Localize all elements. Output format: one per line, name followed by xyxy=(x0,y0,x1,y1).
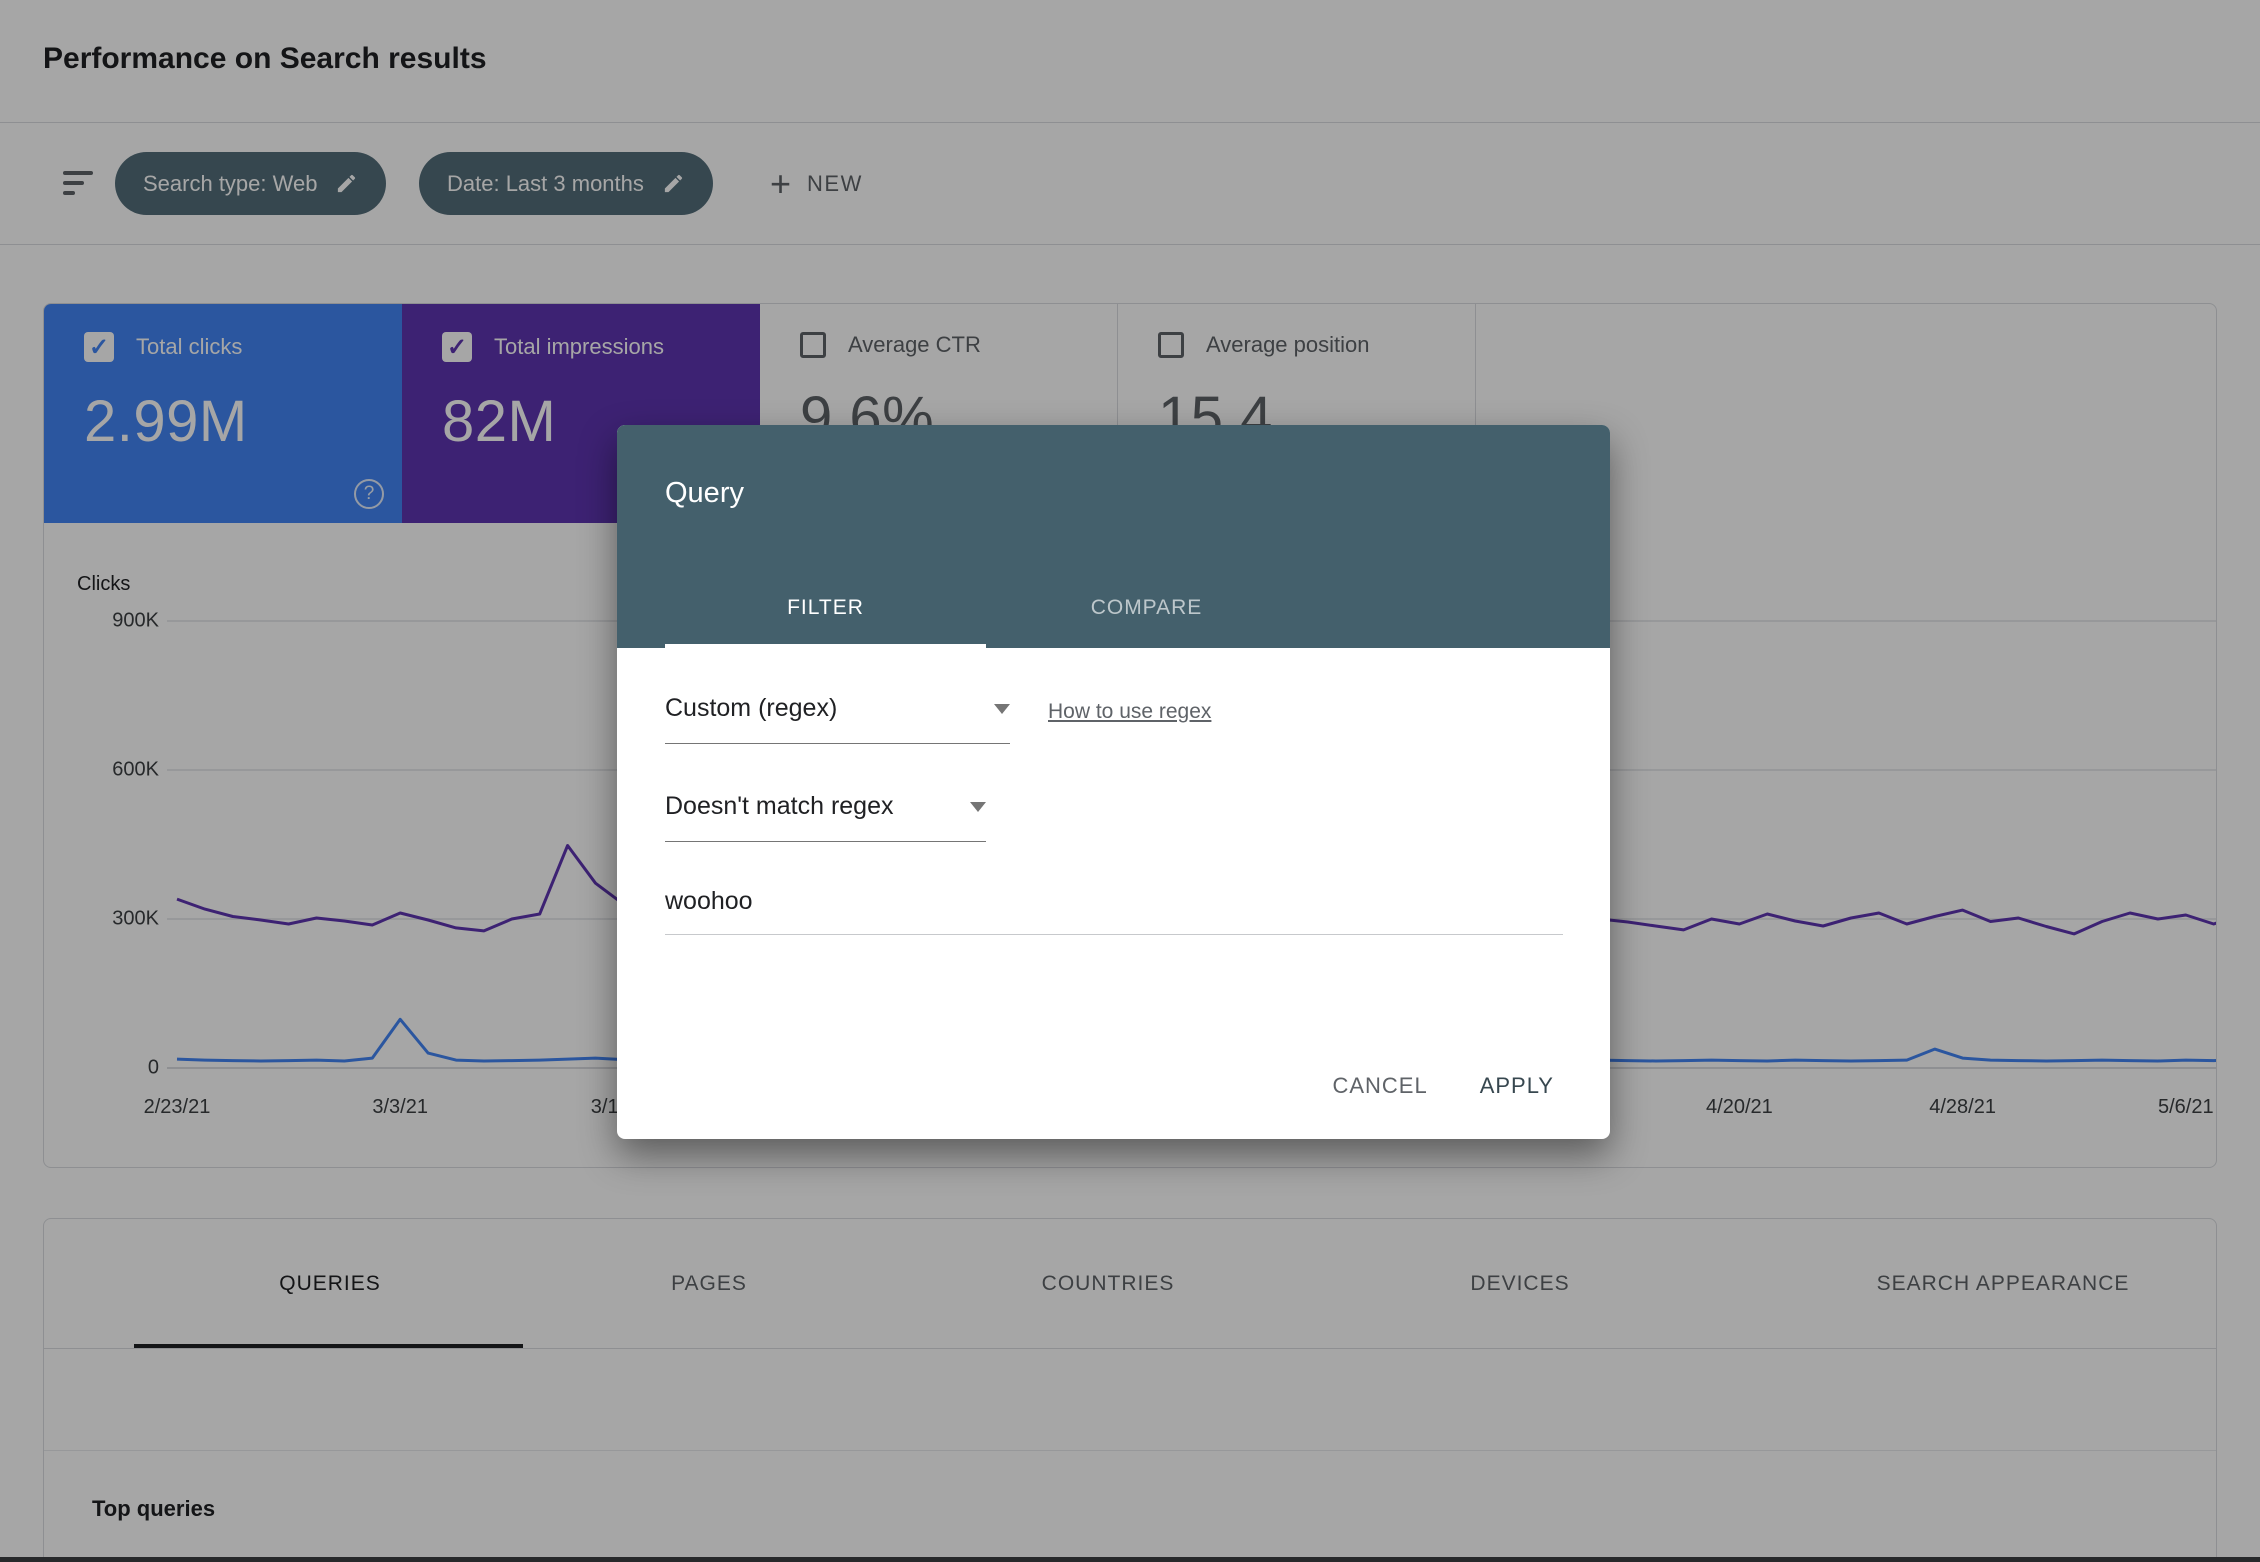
checkbox-unchecked-icon xyxy=(1158,332,1184,358)
tab-filter[interactable]: FILTER xyxy=(787,596,864,619)
plus-icon: + xyxy=(770,162,792,204)
dialog-footer: CANCEL APPLY xyxy=(1316,1061,1570,1111)
metric-label: Average CTR xyxy=(848,332,981,357)
search-type-chip-label: Search type: Web xyxy=(143,170,318,196)
dialog-header: Query FILTER COMPARE xyxy=(617,425,1610,648)
checkbox-checked-icon: ✓ xyxy=(84,332,114,362)
tab-devices[interactable]: DEVICES xyxy=(1470,1272,1570,1295)
checkbox-unchecked-icon xyxy=(800,332,826,358)
tab-search-appearance[interactable]: SEARCH APPEARANCE xyxy=(1876,1272,2130,1295)
regex-help-link[interactable]: How to use regex xyxy=(1048,700,1212,723)
page-title: Performance on Search results xyxy=(43,42,487,75)
tab-queries[interactable]: QUERIES xyxy=(279,1272,381,1295)
new-filter-button[interactable]: + NEW xyxy=(770,152,863,215)
tab-compare[interactable]: COMPARE xyxy=(1090,596,1203,619)
apply-button[interactable]: APPLY xyxy=(1464,1061,1570,1111)
match-type-select[interactable]: Doesn't match regex xyxy=(665,792,986,842)
tab-pages[interactable]: PAGES xyxy=(671,1272,747,1295)
filter-bar: Search type: Web Date: Last 3 months + N… xyxy=(0,123,2260,245)
dialog-title: Query xyxy=(665,477,744,509)
metric-label: Total clicks xyxy=(136,334,243,359)
metric-card-total-clicks[interactable]: ✓ Total clicks 2.99M ? xyxy=(44,304,402,523)
dialog-tab-bar: FILTER COMPARE xyxy=(665,568,1307,648)
table-divider xyxy=(44,1450,2216,1451)
search-type-chip[interactable]: Search type: Web xyxy=(115,152,387,215)
active-dialog-tab-indicator xyxy=(665,644,986,648)
caret-down-icon xyxy=(994,703,1010,714)
regex-value-input[interactable] xyxy=(665,887,1563,935)
checkbox-checked-icon: ✓ xyxy=(442,332,472,362)
dimension-tab-bar: QUERIES PAGES COUNTRIES DEVICES SEARCH A… xyxy=(44,1219,2216,1349)
match-type-value: Doesn't match regex xyxy=(665,792,894,820)
active-tab-indicator xyxy=(134,1344,523,1348)
query-filter-dialog: Query FILTER COMPARE Custom (regex) How … xyxy=(617,425,1610,1139)
metric-label: Total impressions xyxy=(494,334,664,359)
metric-value: 82M xyxy=(442,389,557,454)
caret-down-icon xyxy=(970,801,986,812)
filter-type-select[interactable]: Custom (regex) xyxy=(665,694,1010,744)
filter-list-icon xyxy=(63,171,95,197)
bottom-edge-strip xyxy=(0,1557,2260,1562)
date-range-chip-label: Date: Last 3 months xyxy=(447,170,644,196)
help-icon[interactable]: ? xyxy=(354,479,384,509)
new-filter-label: NEW xyxy=(807,170,863,196)
results-card: QUERIES PAGES COUNTRIES DEVICES SEARCH A… xyxy=(43,1218,2217,1562)
page-header: Performance on Search results xyxy=(0,0,2260,123)
date-range-chip[interactable]: Date: Last 3 months xyxy=(419,152,713,215)
cancel-button[interactable]: CANCEL xyxy=(1316,1061,1443,1111)
filter-type-value: Custom (regex) xyxy=(665,694,838,722)
dialog-body: Custom (regex) How to use regex Doesn't … xyxy=(617,694,1610,935)
edit-icon xyxy=(664,174,683,193)
metric-label: Average position xyxy=(1206,332,1370,357)
metric-value: 2.99M xyxy=(84,389,248,454)
table-header-top-queries: Top queries xyxy=(92,1496,216,1521)
edit-icon xyxy=(338,174,356,193)
tab-countries[interactable]: COUNTRIES xyxy=(1041,1272,1175,1295)
